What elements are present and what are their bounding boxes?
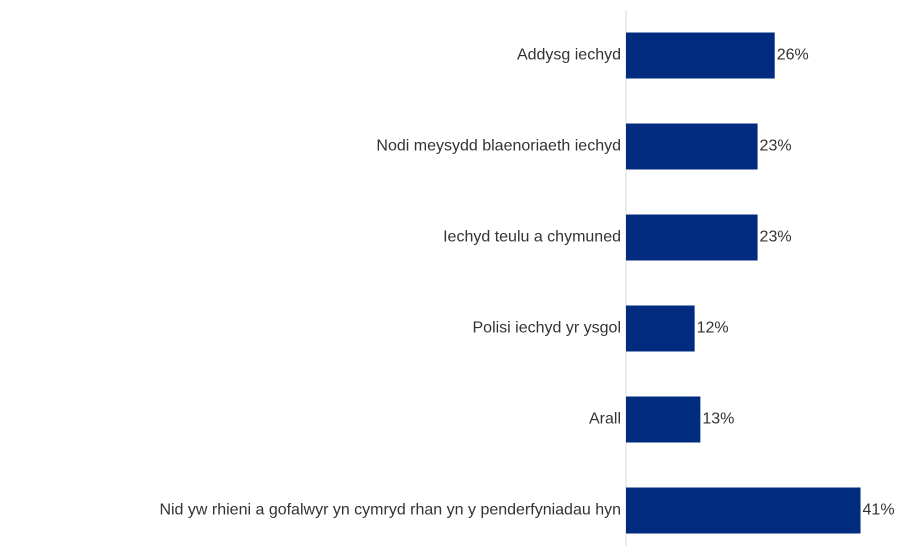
bar: [626, 32, 775, 79]
bar: [626, 305, 695, 352]
category-label: Arall: [589, 411, 621, 428]
bar: [626, 214, 758, 261]
value-label: 12%: [697, 320, 729, 337]
bar: [626, 396, 701, 443]
category-label: Iechyd teulu a chymuned: [443, 229, 621, 246]
category-label: Nodi meysydd blaenoriaeth iechyd: [376, 138, 621, 155]
value-label: 41%: [863, 502, 895, 519]
value-label: 23%: [760, 138, 792, 155]
value-label: 26%: [777, 47, 809, 64]
value-label: 23%: [760, 229, 792, 246]
category-label: Polisi iechyd yr ysgol: [473, 320, 622, 337]
value-label: 13%: [702, 411, 734, 428]
category-label: Addysg iechyd: [517, 47, 621, 64]
bar: [626, 487, 861, 534]
bar: [626, 123, 758, 170]
category-label: Nid yw rhieni a gofalwyr yn cymryd rhan …: [159, 502, 621, 519]
